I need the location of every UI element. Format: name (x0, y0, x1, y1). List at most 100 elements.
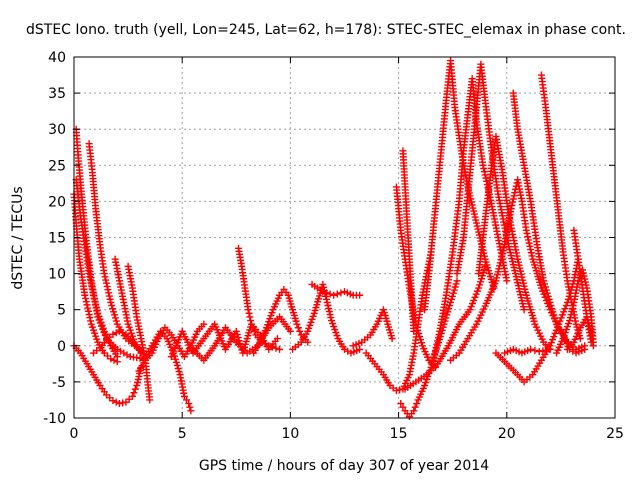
y-tick-label: 30 (48, 122, 66, 138)
y-axis-label: dSTEC / TECUs (10, 186, 26, 289)
data-point-marker (411, 403, 419, 411)
data-series (475, 132, 554, 353)
data-point-marker (450, 286, 458, 294)
data-point-marker (247, 317, 255, 325)
data-point-marker (539, 347, 547, 355)
data-point-marker (480, 168, 488, 176)
data-point-marker (180, 392, 188, 400)
data-point-marker (110, 311, 118, 319)
data-point-marker (245, 309, 253, 317)
data-point-marker (249, 324, 257, 332)
data-point-marker (524, 236, 532, 244)
data-point-marker (304, 338, 312, 346)
data-point-marker (112, 329, 120, 337)
data-point-marker (86, 314, 94, 322)
data-point-marker (172, 358, 180, 366)
data-series (85, 140, 139, 350)
data-point-marker (83, 301, 91, 309)
data-point-marker (480, 165, 488, 173)
data-series (70, 190, 121, 366)
data-point-marker (200, 320, 208, 328)
data-point-marker (109, 330, 117, 338)
data-point-marker (473, 287, 481, 295)
data-point-marker (468, 300, 476, 308)
data-point-marker (477, 275, 485, 283)
data-point-marker (523, 229, 531, 237)
data-point-marker (82, 294, 90, 302)
data-point-marker (330, 291, 338, 299)
data-point-marker (451, 283, 459, 291)
data-point-marker (410, 327, 418, 335)
data-point-marker (507, 205, 515, 213)
data-point-marker (434, 337, 442, 345)
data-point-marker (549, 308, 557, 316)
data-point-marker (417, 336, 425, 344)
data-point-marker (413, 400, 421, 408)
data-point-marker (396, 386, 404, 394)
data-point-marker (111, 314, 119, 322)
data-point-marker (294, 324, 302, 332)
data-point-marker (522, 226, 530, 234)
y-tick-label: -10 (43, 411, 66, 427)
data-point-marker (399, 403, 407, 411)
y-tick-label: 35 (48, 86, 66, 102)
data-point-marker (414, 326, 422, 334)
data-point-marker (430, 353, 438, 361)
x-tick-label: 5 (178, 426, 187, 442)
data-series (189, 313, 294, 364)
data-point-marker (119, 399, 127, 407)
data-point-marker (433, 340, 441, 348)
data-point-marker (431, 347, 439, 355)
data-point-marker (555, 320, 563, 328)
y-tick-label: 0 (57, 339, 66, 355)
data-point-marker (478, 272, 486, 280)
data-series (453, 60, 528, 314)
data-point-marker (82, 298, 90, 306)
data-point-marker (128, 392, 136, 400)
data-point-marker (84, 307, 92, 315)
data-point-marker (470, 296, 478, 304)
data-point-marker (475, 284, 483, 292)
data-point-marker (109, 305, 117, 313)
data-series (111, 255, 145, 357)
data-point-marker (112, 398, 120, 406)
data-point-marker (113, 353, 121, 361)
y-tick-label: 20 (48, 194, 66, 210)
data-point-marker (112, 317, 120, 325)
data-point-marker (244, 306, 252, 314)
data-point-marker (541, 280, 549, 288)
data-point-marker (446, 302, 454, 310)
data-series (501, 345, 554, 357)
data-point-marker (175, 368, 183, 376)
data-point-marker (319, 288, 327, 296)
data-point-marker (520, 306, 528, 314)
data-point-marker (510, 192, 518, 200)
data-point-marker (503, 277, 511, 285)
data-point-marker (233, 330, 241, 338)
data-point-marker (541, 283, 549, 291)
data-point-marker (564, 295, 572, 303)
data-point-marker (527, 249, 535, 257)
data-point-marker (445, 305, 453, 313)
data-point-marker (107, 355, 115, 363)
y-tick-label: 25 (48, 158, 66, 174)
data-point-marker (560, 308, 568, 316)
x-tick-label: 0 (70, 426, 79, 442)
data-point-marker (276, 345, 284, 353)
data-point-marker (130, 389, 138, 397)
data-point-marker (104, 286, 112, 294)
data-point-marker (527, 345, 535, 353)
data-series (563, 313, 597, 353)
data-series (234, 244, 284, 353)
data-point-marker (535, 348, 543, 356)
data-point-marker (110, 356, 118, 364)
data-point-marker (541, 293, 549, 301)
data-point-marker (333, 290, 341, 298)
data-point-marker (293, 320, 301, 328)
data-point-marker (550, 333, 558, 341)
x-tick-label: 25 (606, 426, 624, 442)
data-point-marker (563, 298, 571, 306)
data-point-marker (509, 195, 517, 203)
data-point-marker (545, 295, 553, 303)
